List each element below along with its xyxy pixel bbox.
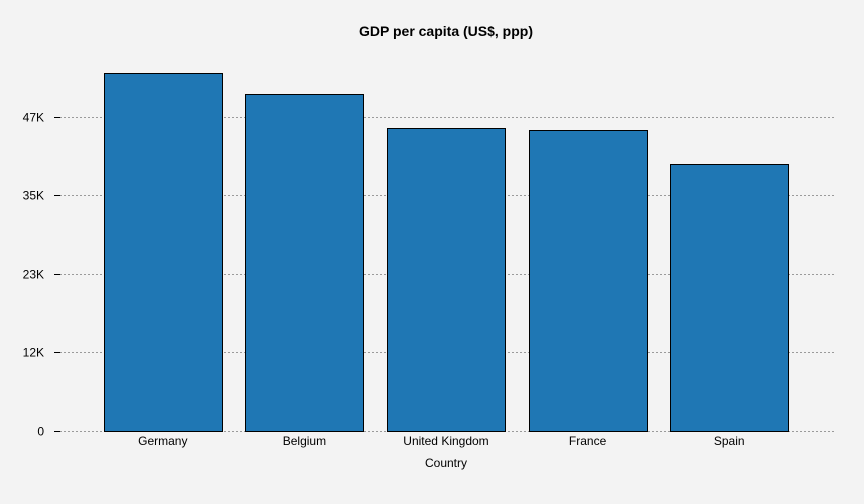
bar-france [529,130,648,432]
x-tick-label: Belgium [283,434,326,448]
x-axis: Germany Belgium United Kingdom France Spain [138,434,744,448]
y-tick-label: 12K [23,346,44,360]
bar-germany [104,73,223,432]
x-tick-label: United Kingdom [403,434,488,448]
x-tick-label: France [569,434,607,448]
y-tick-label: 35K [23,189,44,203]
x-tick-label: Germany [138,434,187,448]
bar-spain [670,164,789,432]
bars [104,73,789,432]
y-tick-label: 23K [23,268,44,282]
y-tick-label: 47K [23,111,44,125]
chart-title: GDP per capita (US$, ppp) [359,23,533,39]
bar-belgium [245,94,364,432]
x-axis-title: Country [425,456,467,470]
x-tick-label: Spain [714,434,745,448]
y-axis: 0 12K 23K 35K 47K [23,111,60,439]
bar-united-kingdom [387,128,506,432]
y-tick-label: 0 [37,425,44,439]
